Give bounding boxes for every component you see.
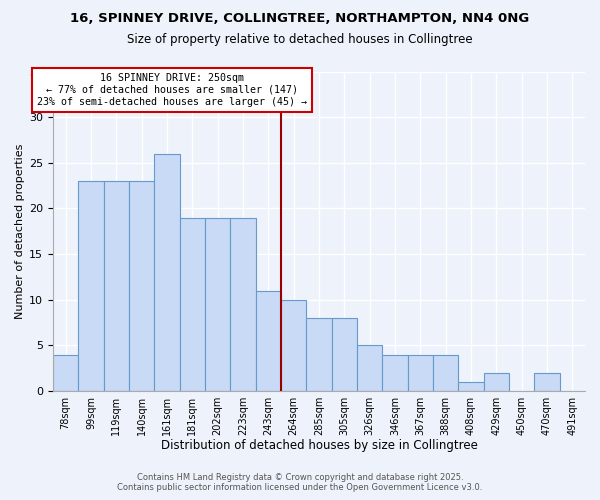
- X-axis label: Distribution of detached houses by size in Collingtree: Distribution of detached houses by size …: [161, 440, 478, 452]
- Bar: [433, 354, 458, 391]
- Bar: [79, 181, 104, 391]
- Bar: [307, 318, 332, 391]
- Bar: [535, 373, 560, 391]
- Bar: [281, 300, 307, 391]
- Bar: [256, 290, 281, 391]
- Bar: [332, 318, 357, 391]
- Bar: [53, 354, 79, 391]
- Bar: [154, 154, 179, 391]
- Text: Size of property relative to detached houses in Collingtree: Size of property relative to detached ho…: [127, 32, 473, 46]
- Text: Contains HM Land Registry data © Crown copyright and database right 2025.
Contai: Contains HM Land Registry data © Crown c…: [118, 473, 482, 492]
- Bar: [230, 218, 256, 391]
- Bar: [357, 346, 382, 391]
- Bar: [484, 373, 509, 391]
- Text: 16, SPINNEY DRIVE, COLLINGTREE, NORTHAMPTON, NN4 0NG: 16, SPINNEY DRIVE, COLLINGTREE, NORTHAMP…: [70, 12, 530, 26]
- Bar: [179, 218, 205, 391]
- Bar: [458, 382, 484, 391]
- Y-axis label: Number of detached properties: Number of detached properties: [15, 144, 25, 319]
- Bar: [104, 181, 129, 391]
- Text: 16 SPINNEY DRIVE: 250sqm
← 77% of detached houses are smaller (147)
23% of semi-: 16 SPINNEY DRIVE: 250sqm ← 77% of detach…: [37, 74, 307, 106]
- Bar: [407, 354, 433, 391]
- Bar: [382, 354, 407, 391]
- Bar: [205, 218, 230, 391]
- Bar: [129, 181, 154, 391]
